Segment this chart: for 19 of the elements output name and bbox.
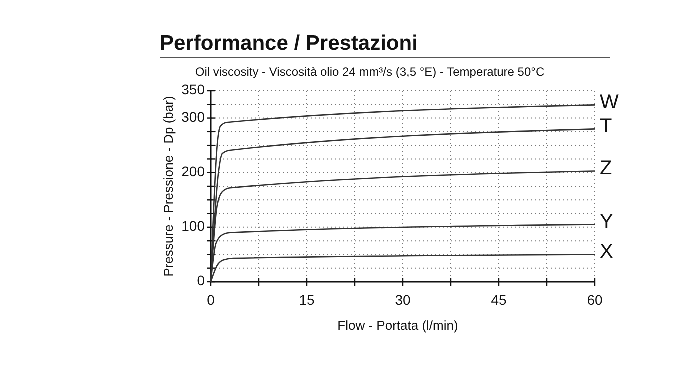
x-tick-label: 15	[299, 292, 315, 308]
x-tick-label: 45	[491, 292, 507, 308]
x-tick-label: 60	[587, 292, 603, 308]
series-label: T	[600, 115, 612, 138]
chart-subtitle: Oil viscosity - Viscosità olio 24 mm³/s (3,5 °E) - Temperature 50°C	[195, 65, 545, 79]
y-tick-label: 200	[182, 164, 206, 180]
y-tick-label: 300	[182, 108, 206, 125]
series-label: Z	[600, 158, 612, 180]
y-tick-label: 0	[197, 272, 206, 289]
series-label: W	[600, 91, 619, 114]
y-axis-title: Pressure - Pressione - Dp (bar)	[161, 96, 176, 277]
y-tick-label: 100	[182, 218, 206, 234]
x-axis-title: Flow - Portata (l/min)	[338, 318, 458, 333]
series-label: X	[600, 240, 614, 263]
y-tick-label: 350	[182, 82, 206, 98]
x-tick-label: 30	[395, 292, 411, 308]
x-tick-label: 0	[207, 292, 216, 308]
series-label: Y	[600, 210, 614, 233]
chart-title: Performance / Prestazioni	[160, 32, 418, 55]
